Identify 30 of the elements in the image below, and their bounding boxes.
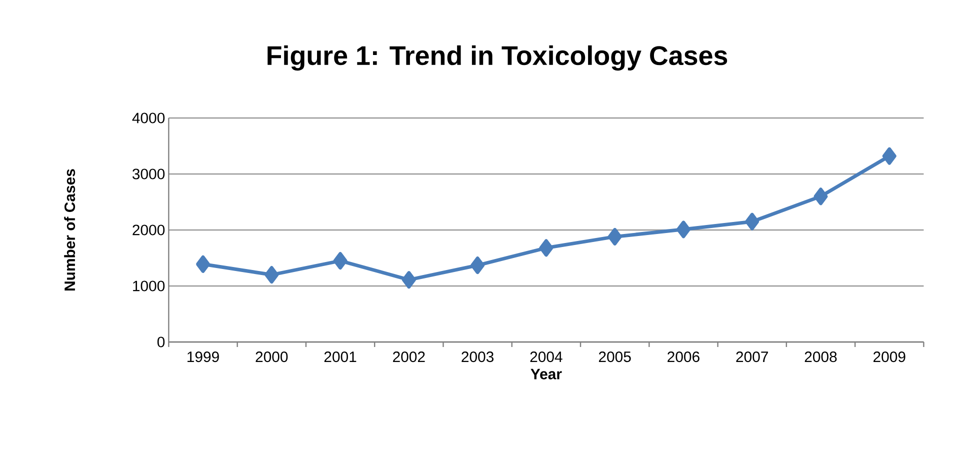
x-tick-label: 2006 [668,352,700,362]
x-axis-title: Year [530,368,562,380]
point [814,188,828,206]
point [676,220,690,238]
y-tick-label: 0 [157,336,165,348]
x-tick-label: 2009 [874,352,906,362]
point [608,228,622,246]
x-tick-label: 2002 [393,352,425,362]
chart-title: Figure 1: Trend in Toxicology Cases [268,45,728,71]
point [196,255,210,273]
point [470,256,485,274]
x-tick-label: 2001 [324,352,356,362]
point [402,271,416,289]
y-tick-label: 1000 [133,280,165,292]
point [539,239,554,257]
y-axis-title: Number of Cases [64,169,76,290]
x-tick-label: 1999 [188,352,219,362]
point [333,252,348,270]
y-tick-label: 2000 [132,224,165,236]
x-tick-label: 2007 [736,352,768,362]
x-tick-label: 2005 [598,352,631,362]
x-tick-label: 2003 [462,352,494,362]
x-tick-label: 2000 [256,352,288,362]
y-tick-label: 4000 [132,112,165,124]
point [745,212,760,230]
x-tick-label: 2008 [804,352,837,362]
point [264,266,279,284]
point [882,147,896,165]
x-tick-label: 2004 [530,352,562,362]
y-tick-label: 3000 [132,168,165,180]
